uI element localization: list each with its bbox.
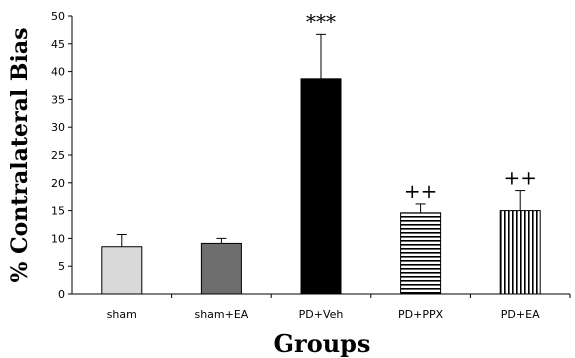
bar-pd-ea xyxy=(499,210,541,295)
x-tick-label: PD+PPX xyxy=(398,308,444,321)
x-tick-label: sham xyxy=(107,308,137,321)
y-axis-title: % Contralateral Bias xyxy=(7,28,33,283)
bars xyxy=(101,33,541,295)
bar-sham-ea xyxy=(200,242,242,295)
y-tick-label: 5 xyxy=(58,260,65,273)
x-tick-label: sham+EA xyxy=(194,308,248,321)
y-axis: 0 5 10 15 20 25 30 35 40 45 50 xyxy=(51,10,73,301)
y-tick-label: 25 xyxy=(51,149,65,162)
bar-pd-ppx xyxy=(400,212,442,295)
x-axis-title: Groups xyxy=(274,329,371,358)
y-tick-label: 20 xyxy=(51,177,65,190)
significance-label: ++ xyxy=(503,166,537,190)
y-tick-label: 30 xyxy=(51,121,65,134)
bar-sham xyxy=(101,246,143,295)
x-axis xyxy=(72,293,571,298)
y-tick-label: 50 xyxy=(51,10,65,23)
x-tick-label: PD+Veh xyxy=(299,308,344,321)
y-tick-label: 15 xyxy=(51,205,65,218)
y-tick-label: 40 xyxy=(51,66,65,79)
significance-label: ++ xyxy=(404,179,438,203)
y-tick-label: 10 xyxy=(51,232,65,245)
y-tick-label: 45 xyxy=(51,38,65,51)
significance-label: *** xyxy=(306,9,336,33)
labels: sham sham+EA PD+Veh *** PD+PPX ++ PD+EA ++ xyxy=(107,9,540,321)
bar-pd-veh xyxy=(300,78,342,295)
y-tick-label: 35 xyxy=(51,93,65,106)
y-tick-label: 0 xyxy=(58,288,65,301)
x-tick-label: PD+EA xyxy=(501,308,540,321)
